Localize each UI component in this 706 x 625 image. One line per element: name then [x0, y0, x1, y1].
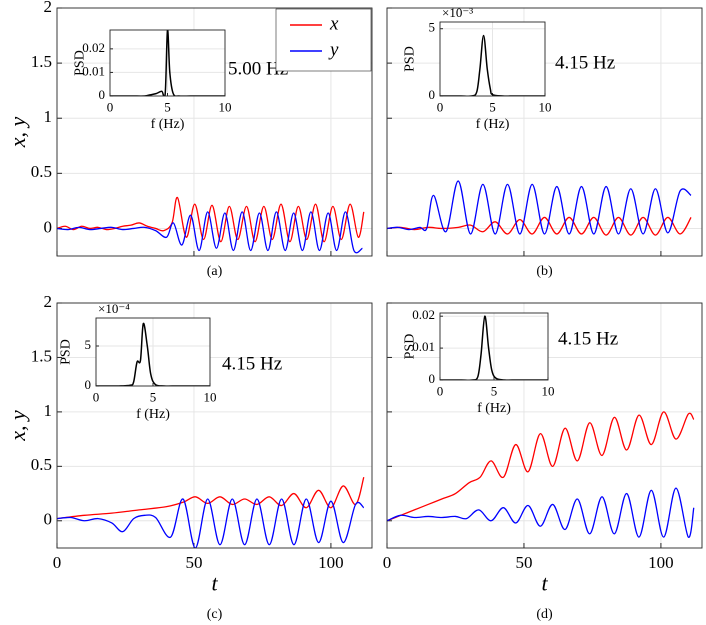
legend-label: y [328, 39, 339, 60]
data-line [440, 34, 545, 96]
x-axis-label: t [211, 570, 218, 595]
legend-box [275, 8, 372, 72]
y-tick-label: 0 [429, 87, 436, 102]
x-axis-label: f (Hz) [136, 407, 170, 422]
data-line [440, 315, 548, 380]
x-axis-label: f (Hz) [151, 117, 185, 132]
data-line [387, 411, 695, 522]
data-line [57, 196, 365, 243]
x-tick-label: 0 [437, 99, 444, 114]
y-tick-label: 0.01 [412, 339, 435, 354]
y-tick-label: 0 [99, 87, 106, 102]
axes-frame [386, 302, 703, 549]
axes-frame [56, 7, 373, 257]
axis-exponent: ×10⁻³ [442, 5, 473, 20]
x-tick-label: 50 [185, 553, 202, 572]
panel-caption: (c) [207, 607, 223, 622]
y-axis-label: x, y [5, 410, 30, 442]
inset-frame [439, 21, 546, 97]
y-tick-label: 2 [44, 0, 53, 16]
x-tick-label: 0 [437, 383, 444, 398]
axes-frame [56, 302, 373, 549]
data-line [387, 216, 692, 236]
legend-label: x [329, 13, 339, 34]
x-tick-label: 5 [150, 389, 157, 404]
x-tick-label: 0 [93, 389, 100, 404]
x-tick-label: 0 [383, 553, 392, 572]
panel-caption: (b) [536, 264, 553, 279]
panel-caption: (a) [207, 264, 223, 279]
x-tick-label: 5 [491, 383, 498, 398]
y-tick-label: 0.01 [82, 63, 105, 78]
y-axis-label: x, y [5, 117, 30, 149]
x-tick-label: 10 [542, 383, 555, 398]
y-tick-label: 5 [85, 337, 92, 352]
y-tick-label: 0.5 [31, 455, 52, 474]
y-tick-label: 0 [85, 377, 92, 392]
data-line [57, 211, 363, 254]
y-tick-label: 1 [44, 401, 53, 420]
data-line [57, 477, 365, 520]
data-line [387, 180, 692, 235]
x-tick-label: 50 [515, 553, 532, 572]
frequency-annotation: 5.00 Hz [228, 58, 288, 79]
y-tick-label: 0 [429, 371, 436, 386]
frequency-annotation: 4.15 Hz [555, 52, 615, 73]
y-tick-label: 5 [429, 20, 436, 35]
y-tick-label: 2 [44, 292, 53, 311]
x-tick-label: 5 [164, 99, 171, 114]
y-tick-label: 1 [44, 107, 53, 126]
x-axis-label: f (Hz) [477, 401, 511, 416]
x-axis-label: t [541, 570, 548, 595]
axes-frame [386, 7, 703, 257]
data-line [387, 487, 695, 538]
x-tick-label: 100 [318, 553, 344, 572]
y-tick-label: 0 [44, 510, 53, 529]
x-tick-label: 10 [219, 99, 232, 114]
x-tick-label: 10 [204, 389, 217, 404]
x-tick-label: 5 [489, 99, 496, 114]
frequency-annotation: 4.15 Hz [558, 328, 618, 349]
y-tick-label: 0 [44, 217, 53, 236]
x-tick-label: 0 [107, 99, 114, 114]
inset-frame [95, 317, 211, 387]
y-axis-label: PSD [402, 46, 417, 72]
y-tick-label: 0.02 [412, 307, 435, 322]
inset-frame [439, 312, 549, 381]
x-tick-label: 10 [539, 99, 552, 114]
y-tick-label: 0.5 [31, 162, 52, 181]
axis-exponent: ×10⁻⁴ [98, 301, 130, 316]
y-tick-label: 0.02 [82, 40, 105, 55]
data-line [57, 498, 365, 548]
y-tick-label: 1.5 [31, 52, 52, 71]
x-axis-label: f (Hz) [476, 117, 510, 132]
y-axis-label: PSD [402, 334, 417, 360]
y-tick-label: 1.5 [31, 346, 52, 365]
y-axis-label: PSD [72, 50, 87, 76]
frequency-annotation: 4.15 Hz [222, 353, 282, 374]
data-line [110, 30, 225, 96]
x-tick-label: 100 [648, 553, 674, 572]
y-axis-label: PSD [58, 339, 73, 365]
x-tick-label: 0 [53, 553, 62, 572]
inset-frame [109, 29, 226, 97]
panel-caption: (d) [536, 607, 553, 622]
